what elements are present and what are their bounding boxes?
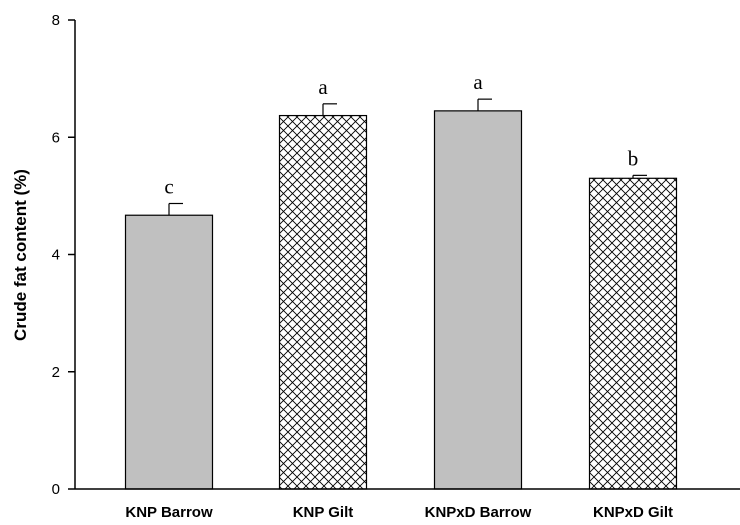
x-category-label-1: KNP Gilt xyxy=(293,504,354,521)
y-tick-label-0: 0 xyxy=(52,481,60,498)
category-labels-layer: KNP Barrow KNP Gilt KNPxD Barrow KNPxD Gilt xyxy=(125,504,673,521)
error-bars-layer xyxy=(168,98,647,216)
significance-letter-0: c xyxy=(164,174,173,198)
y-tick-label-4: 8 xyxy=(52,12,60,29)
y-tick-label-3: 6 xyxy=(52,129,60,146)
significance-letter-3: b xyxy=(628,146,639,170)
x-category-label-3: KNPxD Gilt xyxy=(593,504,673,521)
significance-letter-1: a xyxy=(318,75,328,99)
significance-letter-2: a xyxy=(473,70,483,94)
y-axis-title: Crude fat content (%) xyxy=(11,169,30,341)
bars-layer xyxy=(124,110,678,490)
y-ticks-layer: 0 2 4 6 8 xyxy=(52,12,75,498)
y-tick-label-2: 4 xyxy=(52,247,60,264)
y-tick-label-1: 2 xyxy=(52,364,60,381)
bar-1 xyxy=(278,114,368,490)
x-category-label-2: KNPxD Barrow xyxy=(425,504,532,521)
significance-letters-layer: c a a b xyxy=(164,70,638,198)
bar-2 xyxy=(433,110,523,490)
bar-3 xyxy=(588,177,678,490)
bar-0 xyxy=(124,214,214,490)
x-category-label-0: KNP Barrow xyxy=(125,504,213,521)
